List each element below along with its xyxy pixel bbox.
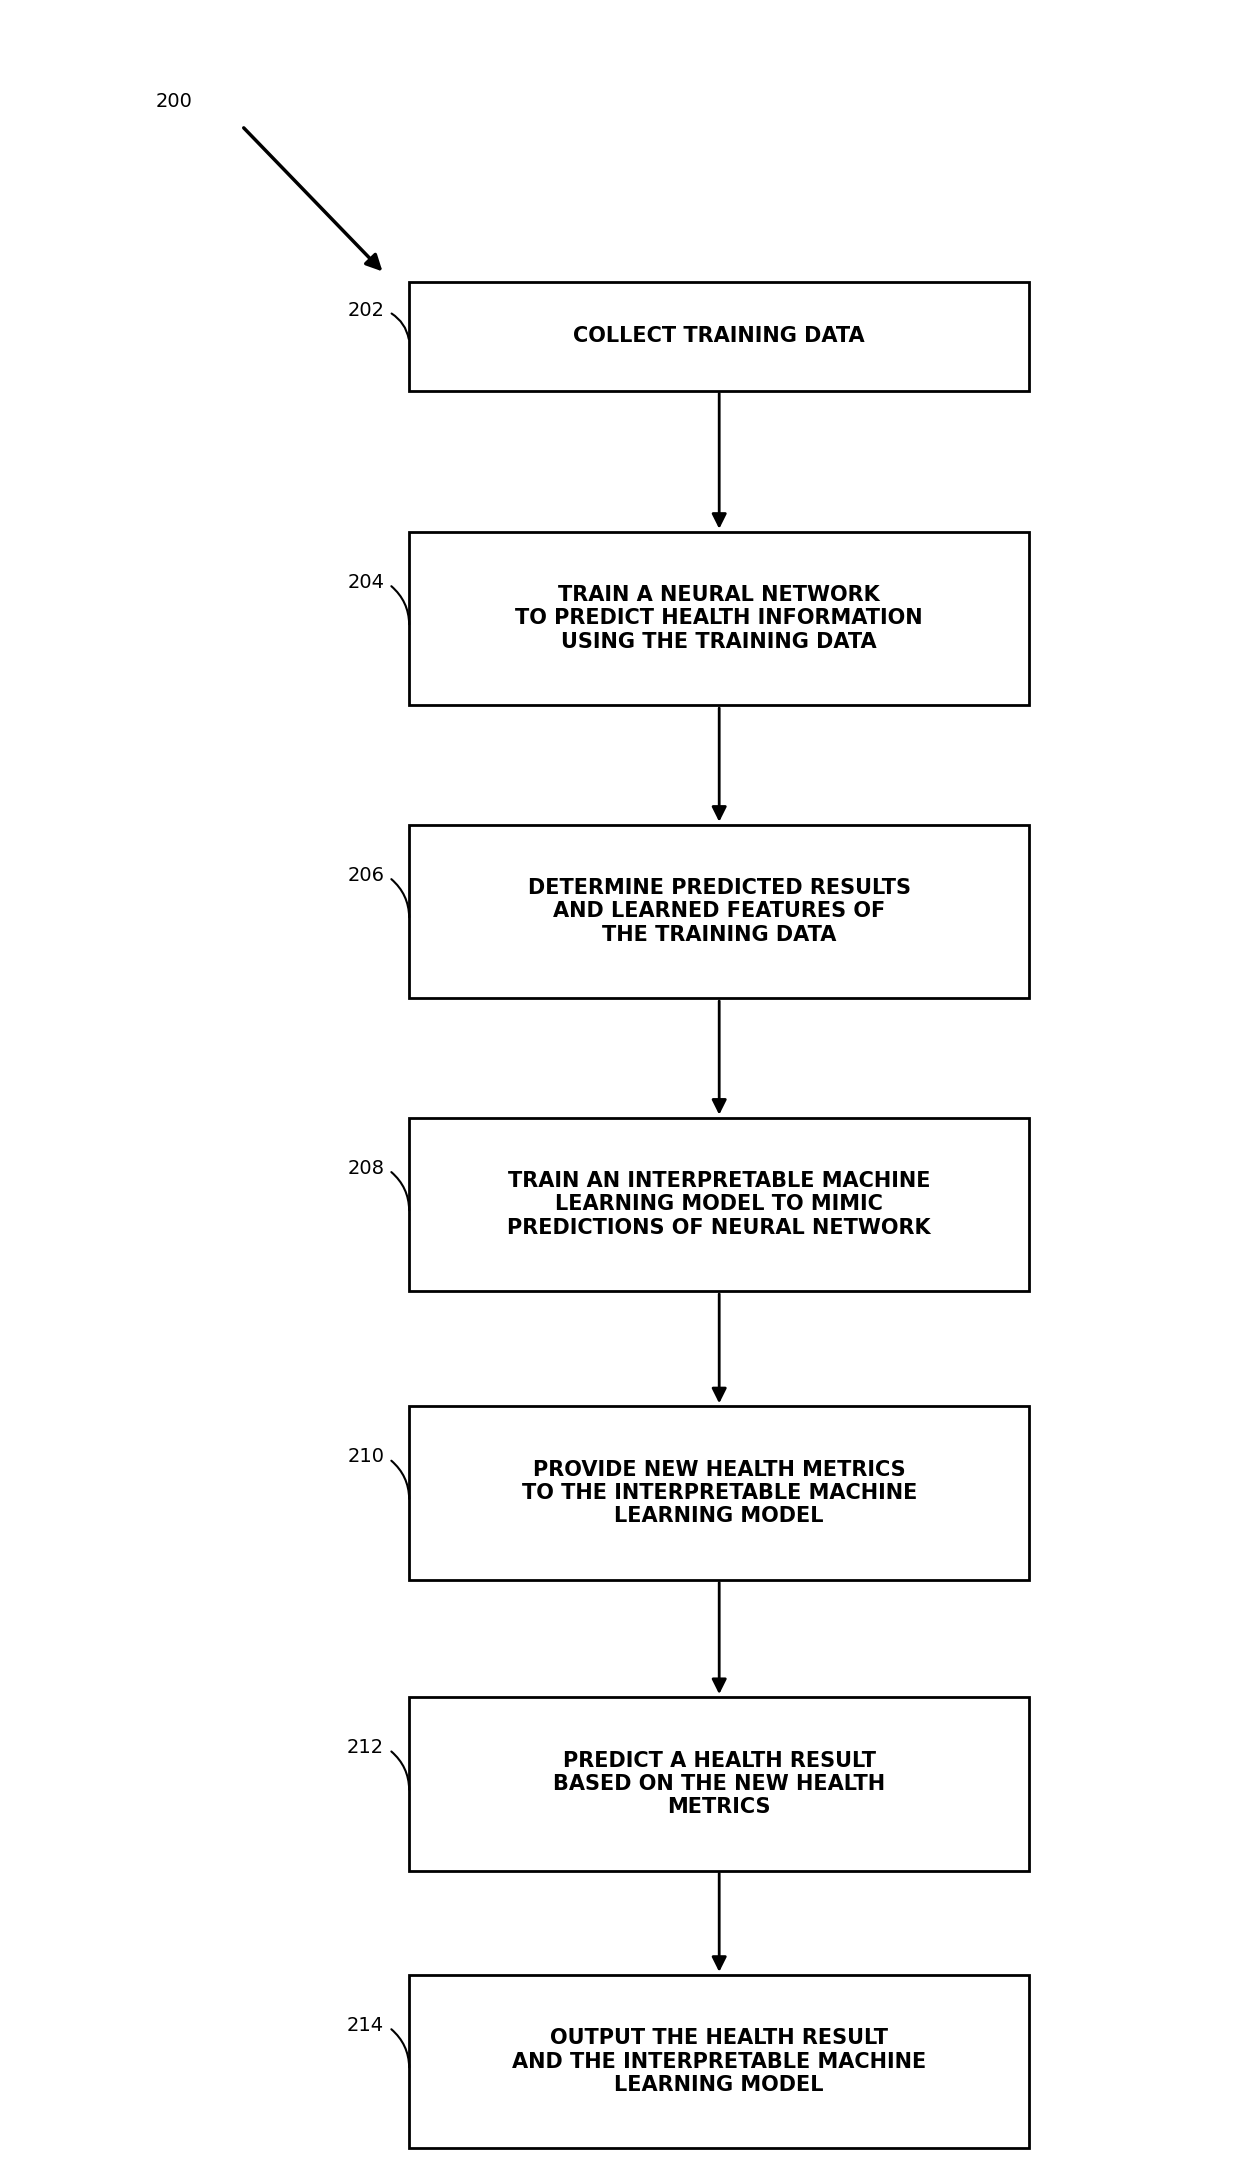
- Bar: [409, 282, 1029, 391]
- Text: PROVIDE NEW HEALTH METRICS
TO THE INTERPRETABLE MACHINE
LEARNING MODEL: PROVIDE NEW HEALTH METRICS TO THE INTERP…: [522, 1460, 916, 1526]
- Text: TRAIN A NEURAL NETWORK
TO PREDICT HEALTH INFORMATION
USING THE TRAINING DATA: TRAIN A NEURAL NETWORK TO PREDICT HEALTH…: [516, 586, 923, 651]
- Bar: [409, 1118, 1029, 1291]
- Text: 204: 204: [347, 573, 384, 592]
- Bar: [409, 1975, 1029, 2148]
- Text: 212: 212: [347, 1738, 384, 1758]
- Text: 200: 200: [155, 93, 192, 111]
- Text: 214: 214: [347, 2016, 384, 2035]
- Text: PREDICT A HEALTH RESULT
BASED ON THE NEW HEALTH
METRICS: PREDICT A HEALTH RESULT BASED ON THE NEW…: [553, 1751, 885, 1816]
- Text: 202: 202: [347, 302, 384, 319]
- Text: TRAIN AN INTERPRETABLE MACHINE
LEARNING MODEL TO MIMIC
PREDICTIONS OF NEURAL NET: TRAIN AN INTERPRETABLE MACHINE LEARNING …: [507, 1172, 931, 1237]
- Text: DETERMINE PREDICTED RESULTS
AND LEARNED FEATURES OF
THE TRAINING DATA: DETERMINE PREDICTED RESULTS AND LEARNED …: [528, 879, 910, 944]
- Text: OUTPUT THE HEALTH RESULT
AND THE INTERPRETABLE MACHINE
LEARNING MODEL: OUTPUT THE HEALTH RESULT AND THE INTERPR…: [512, 2029, 926, 2094]
- Text: COLLECT TRAINING DATA: COLLECT TRAINING DATA: [573, 326, 866, 347]
- Text: 206: 206: [347, 866, 384, 885]
- Bar: [409, 1697, 1029, 1871]
- Bar: [409, 1406, 1029, 1580]
- Bar: [409, 825, 1029, 998]
- Text: 208: 208: [347, 1159, 384, 1178]
- Text: 210: 210: [347, 1447, 384, 1467]
- Bar: [409, 532, 1029, 705]
